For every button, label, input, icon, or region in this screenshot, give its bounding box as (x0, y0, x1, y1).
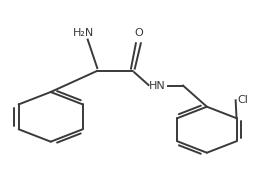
Text: H₂N: H₂N (73, 28, 94, 38)
Text: HN: HN (149, 81, 166, 91)
Text: Cl: Cl (237, 95, 248, 105)
Text: O: O (134, 28, 143, 38)
